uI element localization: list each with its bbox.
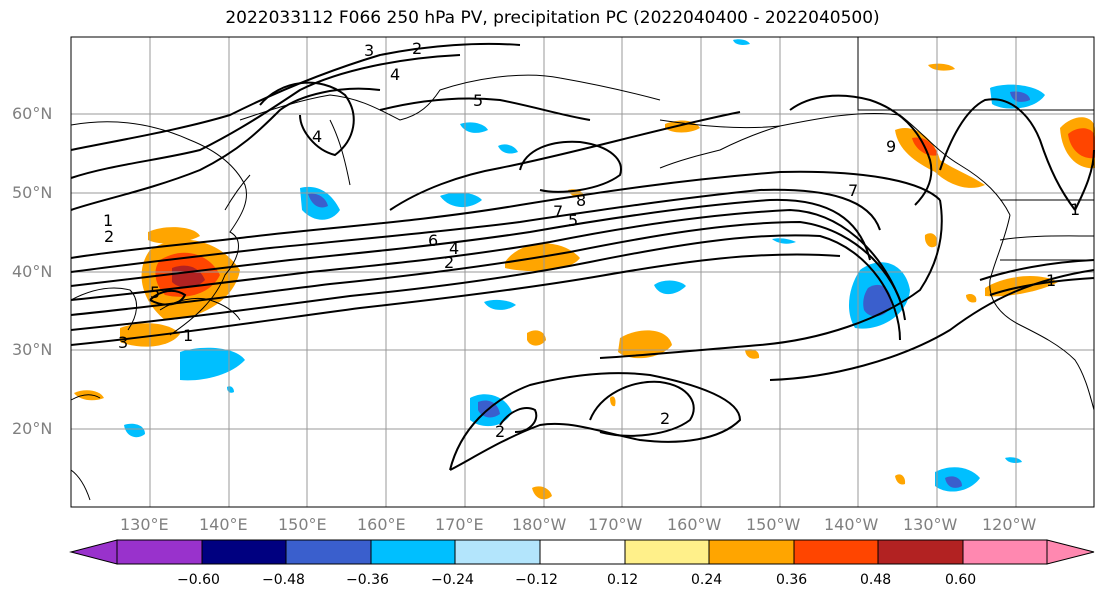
colorbar-tick-label: 0.12 [607, 572, 639, 588]
lon-label: 140°E [199, 515, 248, 534]
lat-label: 40°N [12, 262, 53, 281]
colorbar-extend-low [69, 539, 118, 565]
lon-label: 130°W [903, 515, 958, 534]
contour-label: 1 [1070, 200, 1080, 219]
colorbar-tick-label: −0.48 [262, 572, 305, 588]
coastlines [70, 37, 1095, 501]
contour-label: 2 [660, 409, 670, 428]
colorbar-tick-label: 0.24 [691, 572, 723, 588]
lat-label: 30°N [12, 340, 53, 359]
colorbar-tick-label: −0.24 [431, 572, 474, 588]
colorbar-tick-label: 0.36 [776, 572, 808, 588]
lat-label: 20°N [12, 419, 53, 438]
colorbar-extend-high [1046, 539, 1095, 565]
colorbar [69, 539, 1095, 565]
contour-label: 9 [886, 137, 896, 156]
colorbar-tick-label: −0.60 [177, 572, 220, 588]
contour-label: 1 [183, 326, 193, 345]
lon-label: 170°E [435, 515, 484, 534]
lon-label: 170°W [588, 515, 643, 534]
contour-label: 7 [553, 202, 563, 221]
contour-label: 4 [390, 65, 400, 84]
lon-label: 150°E [278, 515, 327, 534]
contour-label: 2 [412, 39, 422, 58]
contour-label: 8 [576, 191, 586, 210]
contour-label: 2 [444, 253, 454, 272]
contour-label: 4 [312, 127, 322, 146]
lon-label: 140°W [824, 515, 879, 534]
lat-label: 60°N [12, 104, 53, 123]
lon-label: 120°W [982, 515, 1037, 534]
contour-label: 1 [103, 211, 113, 230]
contour-label: 5 [473, 91, 483, 110]
pv-contours [70, 42, 1095, 471]
colorbar-tick-label: 0.60 [945, 572, 977, 588]
lon-label: 160°E [357, 515, 406, 534]
contour-label: 2 [495, 422, 505, 441]
lon-label: 160°W [667, 515, 722, 534]
lat-label: 50°N [12, 183, 53, 202]
graticule [71, 37, 1094, 507]
colorbar-tick-label: 0.48 [860, 572, 892, 588]
contour-label: 1 [1046, 271, 1056, 290]
map-frame [70, 36, 1095, 508]
contour-label: 6 [428, 231, 438, 250]
contour-label: 3 [364, 41, 374, 60]
contour-label: 3 [118, 333, 128, 352]
contour-label: 4 [449, 239, 459, 258]
precip-negative-shading [124, 39, 1045, 492]
contour-label: 5 [568, 211, 578, 230]
map-title: 2022033112 F066 250 hPa PV, precipitatio… [225, 8, 880, 28]
colorbar-tick-label: −0.36 [346, 572, 389, 588]
lon-label: 180°W [512, 515, 567, 534]
contour-label: 7 [848, 181, 858, 200]
contour-label: 5 [150, 283, 160, 302]
contour-label: 2 [104, 227, 114, 246]
colorbar-tick-label: −0.12 [515, 572, 558, 588]
lon-label: 150°W [746, 515, 801, 534]
lon-label: 130°E [120, 515, 169, 534]
contour-label-group: 3 2 4 5 1 2 6 4 2 7 5 8 7 5 1 3 1 2 2 4 … [103, 39, 1080, 441]
